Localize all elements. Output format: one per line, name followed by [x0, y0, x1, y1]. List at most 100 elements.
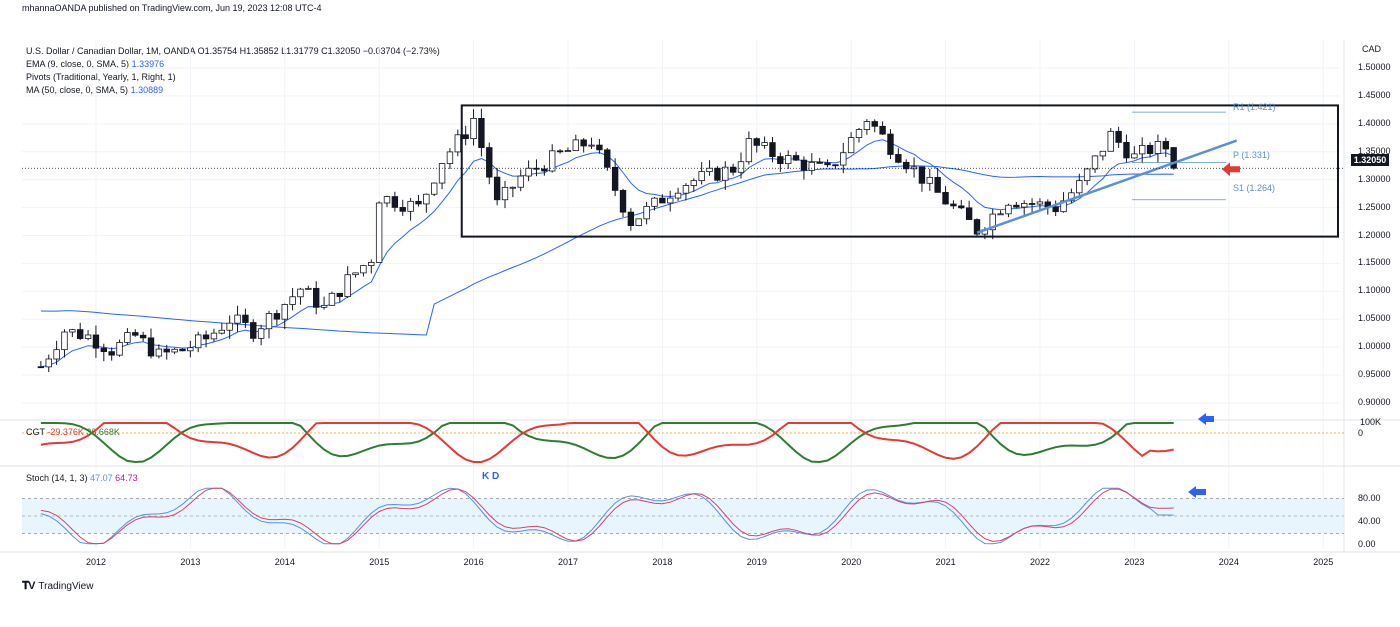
brand-label: TradingView — [38, 581, 94, 592]
ma-legend[interactable]: MA (50, close, 0, SMA, 5) 1.30889 — [26, 85, 163, 96]
candle — [1091, 155, 1099, 173]
candle — [328, 291, 336, 306]
candle-body — [116, 342, 123, 356]
candle — [352, 272, 359, 278]
candle-body — [37, 366, 45, 369]
time-tick-label: 2015 — [369, 557, 390, 567]
ema-label: EMA (9, close, 0, SMA, 5) — [26, 59, 130, 69]
tv-logo-icon: 𝐓V — [22, 580, 35, 592]
red-arrow-icon — [1222, 162, 1240, 177]
candle-body — [438, 163, 446, 184]
candle-body — [108, 351, 115, 356]
candle-body — [847, 137, 855, 154]
candle — [1068, 188, 1075, 204]
candle — [737, 152, 745, 179]
candle — [1146, 142, 1154, 158]
candle — [195, 331, 202, 353]
candle — [218, 322, 226, 335]
candle — [588, 137, 595, 150]
candle — [564, 147, 572, 153]
candle — [226, 315, 233, 339]
candle — [533, 159, 540, 177]
candle-body — [785, 155, 792, 165]
candle-body — [77, 329, 84, 339]
candle-body — [549, 150, 556, 172]
candle-body — [478, 117, 485, 148]
candle — [45, 354, 52, 372]
candle — [918, 166, 926, 192]
ema-value: 1.33976 — [131, 59, 165, 69]
candle — [1076, 173, 1083, 195]
ema-legend[interactable]: EMA (9, close, 0, SMA, 5) 1.33976 — [26, 59, 164, 70]
stoch-panel — [22, 486, 1344, 545]
candle — [659, 194, 666, 204]
time-tick-label: 2018 — [652, 557, 673, 567]
candle — [729, 163, 737, 176]
candle-body — [1154, 141, 1162, 154]
cgt-legend[interactable]: CGT -29.376K 36.668K — [26, 427, 120, 438]
candle — [965, 200, 973, 220]
candle-body — [446, 151, 454, 164]
candle — [840, 142, 847, 174]
candle-body — [1131, 153, 1138, 159]
candle-body — [667, 197, 674, 204]
candle-body — [1021, 203, 1028, 208]
price-tick-label: 1.35000 — [1358, 145, 1391, 156]
candle — [375, 201, 383, 263]
range-box — [460, 104, 1339, 238]
candle-body — [706, 167, 713, 173]
cgt-axis-zero: 0 — [1358, 428, 1364, 438]
candle-body — [564, 150, 572, 153]
candle-body — [1013, 204, 1020, 208]
candle-body — [257, 328, 265, 339]
candle — [61, 329, 68, 358]
candle — [37, 361, 45, 369]
candle-body — [635, 218, 642, 226]
candle — [92, 325, 100, 358]
candle — [667, 190, 674, 212]
stoch-legend[interactable]: Stoch (14, 1, 3) 47.07 64.73 — [26, 473, 138, 484]
symbol-line: U.S. Dollar / Canadian Dollar, 1M, OANDA… — [26, 46, 440, 56]
candle-body — [1162, 141, 1170, 150]
candle — [163, 345, 170, 360]
candle-body — [45, 358, 52, 368]
candle — [273, 309, 281, 326]
candle — [132, 329, 139, 337]
candle-body — [769, 142, 776, 157]
tradingview-logo[interactable]: 𝐓V TradingView — [22, 580, 93, 593]
price-tick-label: 0.90000 — [1358, 397, 1391, 407]
candle-body — [147, 337, 155, 357]
candle-body — [84, 334, 92, 339]
candle — [313, 281, 320, 315]
candle-body — [313, 287, 320, 308]
candle — [1099, 150, 1107, 161]
candle-body — [226, 322, 233, 331]
candle-body — [1115, 130, 1122, 143]
candle — [871, 119, 878, 133]
candle-body — [659, 197, 666, 204]
candle — [242, 308, 249, 329]
candle-body — [265, 313, 273, 330]
candle-body — [1068, 192, 1075, 202]
candle-body — [61, 331, 68, 351]
candle-body — [832, 164, 839, 167]
price-tick-label: 1.10000 — [1358, 285, 1391, 296]
candle-body — [926, 176, 934, 184]
candle — [910, 157, 918, 178]
candle — [745, 131, 753, 165]
stoch-label: Stoch (14, 1, 3) — [26, 473, 88, 483]
candle — [454, 129, 462, 157]
candle-body — [517, 175, 524, 188]
candle-body — [139, 334, 147, 339]
candle — [800, 156, 808, 180]
candle-body — [895, 154, 902, 163]
candle — [1170, 146, 1177, 170]
candle — [407, 197, 414, 221]
candle-body — [163, 348, 170, 353]
candle — [792, 151, 800, 161]
candle-body — [918, 166, 926, 184]
pivots-legend[interactable]: Pivots (Traditional, Yearly, 1, Right, 1… — [26, 72, 176, 82]
candle — [651, 197, 658, 211]
price-tick-label: 1.25000 — [1358, 201, 1391, 212]
